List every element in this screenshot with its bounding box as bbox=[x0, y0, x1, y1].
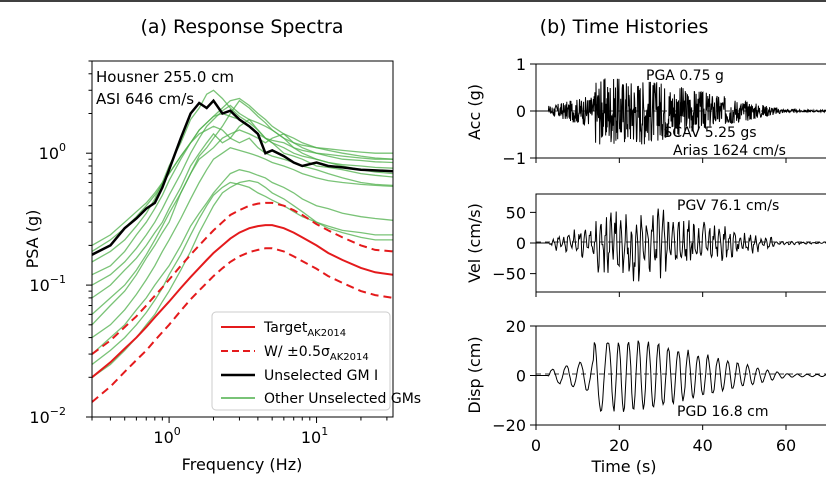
spectrum-line-upper bbox=[92, 201, 393, 355]
time-tick-label: 0 bbox=[531, 436, 541, 455]
y-tick-label: 50 bbox=[506, 203, 526, 222]
spectrum-line-other bbox=[92, 99, 393, 326]
disp-plot-frame bbox=[535, 325, 826, 426]
time-x-axis-label: Time (s) bbox=[590, 457, 656, 476]
time-tick-label: 60 bbox=[776, 436, 796, 455]
legend-label-target: TargetAK2014 bbox=[263, 320, 346, 339]
x-tick-label: 101 bbox=[301, 425, 328, 447]
y-tick-label: −1 bbox=[502, 149, 526, 168]
acc-y-axis-label: Acc (g) bbox=[465, 84, 484, 140]
arias-annotation: Arias 1624 cm/s bbox=[673, 143, 786, 159]
panel-b-title: (b) Time Histories bbox=[540, 16, 709, 38]
vel-trace bbox=[536, 208, 826, 282]
y-tick-label: 1 bbox=[516, 55, 526, 74]
y-tick-label: −50 bbox=[492, 265, 526, 284]
spectrum-line-lower bbox=[92, 247, 393, 403]
spectrum-line-other bbox=[92, 118, 393, 299]
disp-trace-group bbox=[536, 340, 826, 413]
spectra-series bbox=[92, 89, 393, 403]
pgv-annotation: PGV 76.1 cm/s bbox=[677, 198, 779, 214]
time-history-ticks: −1 0 1 −50 0 50 −20 0 20 0 20 40 60 bbox=[492, 55, 796, 455]
y-tick-label: 100 bbox=[39, 141, 66, 163]
spectra-y-axis-label: PSA (g) bbox=[23, 210, 42, 269]
spectrum-line-other bbox=[92, 179, 393, 378]
spectrum-line-gm1 bbox=[92, 98, 393, 256]
legend-box bbox=[211, 311, 391, 411]
spectra-plot-frame bbox=[91, 60, 394, 418]
y-tick-label: 10−1 bbox=[29, 273, 66, 295]
y-tick-label: 0 bbox=[516, 102, 526, 121]
y-tick-label: 0 bbox=[516, 234, 526, 253]
y-tick-label: 0 bbox=[516, 367, 526, 386]
acc-trace bbox=[536, 78, 826, 145]
asi-annotation: ASI 646 cm/s bbox=[96, 90, 194, 108]
spectrum-line-other bbox=[92, 181, 393, 366]
legend-label-gm1: Unselected GM I bbox=[264, 368, 378, 384]
y-tick-label: 10−2 bbox=[29, 405, 66, 427]
housner-annotation: Housner 255.0 cm bbox=[96, 68, 234, 86]
disp-trace bbox=[536, 340, 826, 413]
vel-trace-group bbox=[536, 208, 826, 282]
legend-label-others: Other Unselected GMs bbox=[264, 391, 421, 407]
spectrum-line-other bbox=[92, 146, 393, 339]
y-tick-label: −20 bbox=[492, 416, 526, 435]
time-histories-panel: −1 0 1 −50 0 50 −20 0 20 0 20 40 60 PGA 0.75 g SCAV … bbox=[465, 55, 826, 476]
acc-plot-frame bbox=[535, 63, 826, 159]
y-tick-label: 20 bbox=[506, 317, 526, 336]
spectrum-line-other bbox=[92, 125, 393, 276]
spectrum-line-target bbox=[92, 224, 393, 379]
pga-annotation: PGA 0.75 g bbox=[646, 68, 724, 84]
acc-trace-group bbox=[536, 78, 826, 145]
spectrum-line-other bbox=[92, 104, 393, 286]
spectra-x-axis-label: Frequency (Hz) bbox=[182, 455, 303, 474]
response-spectra-panel: 100 101 10−2 10−1 100 Housner 255.0 cm ASI 6… bbox=[23, 60, 421, 474]
legend-label-sigma: W/ ±0.5σAK2014 bbox=[264, 344, 369, 363]
scav-annotation: SCAV 5.25 gs bbox=[663, 125, 756, 141]
spectrum-line-other bbox=[92, 129, 393, 315]
time-tick-label: 20 bbox=[609, 436, 629, 455]
time-tick-label: 40 bbox=[692, 436, 712, 455]
x-tick-label: 100 bbox=[153, 425, 180, 447]
pgd-annotation: PGD 16.8 cm bbox=[677, 404, 768, 420]
spectrum-line-other bbox=[92, 112, 393, 252]
vel-plot-frame bbox=[535, 193, 826, 293]
disp-y-axis-label: Disp (cm) bbox=[465, 336, 484, 413]
panel-a-title: (a) Response Spectra bbox=[141, 16, 344, 38]
spectrum-line-other bbox=[92, 169, 393, 355]
spectra-legend: TargetAK2014 W/ ±0.5σAK2014 Unselected G… bbox=[211, 311, 421, 411]
vel-y-axis-label: Vel (cm/s) bbox=[465, 203, 484, 283]
